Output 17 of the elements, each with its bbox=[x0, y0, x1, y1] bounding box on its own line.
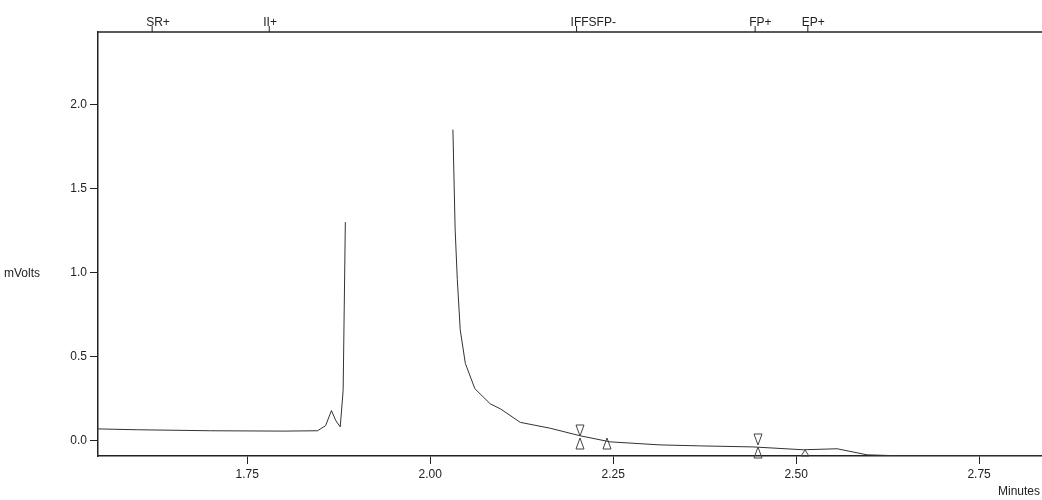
y-tick-label: 1.0 bbox=[70, 264, 88, 279]
y-tick-label: 0.5 bbox=[70, 349, 88, 364]
x-tick-label: 2.50 bbox=[784, 466, 809, 481]
ref-line-label: FP+ bbox=[749, 15, 772, 30]
x-tick-label: 2.75 bbox=[967, 466, 992, 481]
ref-line-label: EP+ bbox=[801, 15, 825, 30]
y-tick-label: 1.5 bbox=[70, 180, 88, 195]
ref-line-label: SR+ bbox=[146, 15, 170, 30]
x-tick-label: 2.00 bbox=[418, 466, 443, 481]
y-axis-title: mVolts bbox=[4, 266, 41, 281]
y-tick-label: 0.0 bbox=[70, 433, 88, 448]
x-tick-label: 1.75 bbox=[235, 466, 260, 481]
ref-line-label: IFFSFP- bbox=[570, 15, 616, 30]
y-tick-label: 2.0 bbox=[70, 96, 88, 111]
x-tick-label: 2.25 bbox=[601, 466, 626, 481]
ref-line-label: II+ bbox=[263, 15, 277, 30]
x-axis-title: Minutes bbox=[997, 484, 1040, 499]
